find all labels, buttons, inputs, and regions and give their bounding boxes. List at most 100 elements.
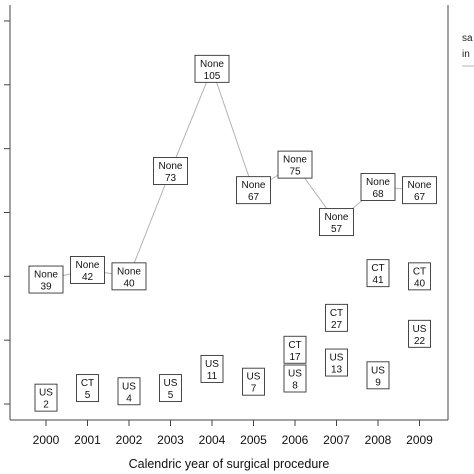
x-tick-label: 2005 <box>240 433 267 447</box>
data-label-box <box>366 259 390 288</box>
data-label-value: 40 <box>414 278 426 289</box>
data-label-series: US <box>247 372 261 383</box>
data-label-box <box>366 361 390 390</box>
data-label-box <box>34 383 58 412</box>
data-label-box <box>153 157 188 185</box>
data-label-value: 41 <box>372 275 384 286</box>
data-label-value: 8 <box>292 381 298 392</box>
data-label-box <box>325 348 348 377</box>
data-label-box <box>28 265 64 294</box>
data-label-box <box>70 256 105 284</box>
legend-entry-1: sa <box>462 33 473 44</box>
data-label-value: 5 <box>85 390 91 401</box>
data-label-value: 73 <box>165 173 177 184</box>
data-label-series: US <box>288 369 302 380</box>
data-label-value: 11 <box>207 371 218 382</box>
y-ticks <box>4 20 10 405</box>
data-label-value: 9 <box>375 377 381 388</box>
data-label-value: 2 <box>43 400 49 411</box>
data-label-box <box>360 173 396 201</box>
data-label-series: US <box>371 365 385 376</box>
data-label-series: CT <box>288 340 301 351</box>
data-label-us: US5 <box>159 374 182 403</box>
data-label-series: None <box>117 266 141 277</box>
data-label-series: None <box>408 180 432 191</box>
legend-entry-2: in <box>462 49 470 60</box>
x-tick-label: 2000 <box>33 433 60 447</box>
data-label-box <box>111 262 147 291</box>
data-label-value: 4 <box>126 393 132 404</box>
data-label-series: None <box>366 177 390 188</box>
data-label-box <box>283 335 307 364</box>
data-label-series: CT <box>371 263 384 274</box>
data-label-box <box>194 54 230 83</box>
data-label-series: None <box>325 212 349 223</box>
data-label-box <box>76 374 99 403</box>
data-label-value: 67 <box>414 192 426 203</box>
data-label-series: CT <box>330 308 343 319</box>
x-tick-label: 2004 <box>199 433 226 447</box>
data-label-value: 75 <box>289 167 301 178</box>
data-label-box <box>402 176 437 205</box>
series-lines <box>45 67 420 281</box>
data-label-ct: CT5 <box>76 374 99 403</box>
x-tick-label: 2009 <box>406 433 433 447</box>
x-tick-label: 2006 <box>282 433 309 447</box>
data-label-series: None <box>159 161 183 172</box>
data-label-us: US7 <box>242 367 265 396</box>
data-label-series: US <box>122 381 136 392</box>
data-label-value: 105 <box>204 71 221 82</box>
data-label-box <box>408 319 431 348</box>
data-label-value: 22 <box>414 336 426 347</box>
data-label-value: 27 <box>331 320 343 331</box>
data-label-box <box>117 377 141 406</box>
data-label-value: 13 <box>331 365 343 376</box>
data-label-box <box>200 354 224 383</box>
data-label-series: US <box>330 353 344 364</box>
data-label-value: 17 <box>289 352 301 363</box>
data-label-box <box>159 374 182 403</box>
data-label-series: US <box>39 388 53 399</box>
data-label-value: 39 <box>40 282 52 293</box>
x-tick-label: 2003 <box>157 433 184 447</box>
legend: sa in <box>462 33 474 67</box>
x-tick-label: 2001 <box>74 433 101 447</box>
data-label-series: None <box>76 260 100 271</box>
data-labels: None39None42None40None73None105None67Non… <box>28 54 437 412</box>
x-tick-label: 2008 <box>365 433 392 447</box>
data-label-value: 68 <box>372 189 384 200</box>
data-label-series: None <box>283 155 307 166</box>
data-label-series: None <box>34 270 58 281</box>
x-ticks: 2000 2001 2002 2003 2004 2005 2006 2007 2008 2009 <box>33 420 433 447</box>
data-label-box <box>325 303 348 332</box>
data-label-box <box>236 176 271 205</box>
data-label-box <box>283 364 307 393</box>
x-tick-label: 2007 <box>323 433 350 447</box>
data-label-series: None <box>242 180 266 191</box>
data-label-box <box>319 208 354 237</box>
data-label-series: CT <box>81 378 94 389</box>
data-label-value: 67 <box>248 192 260 203</box>
data-label-value: 7 <box>251 384 257 395</box>
data-label-box <box>277 150 313 179</box>
data-label-series: None <box>200 59 224 70</box>
data-label-series: US <box>164 378 178 389</box>
